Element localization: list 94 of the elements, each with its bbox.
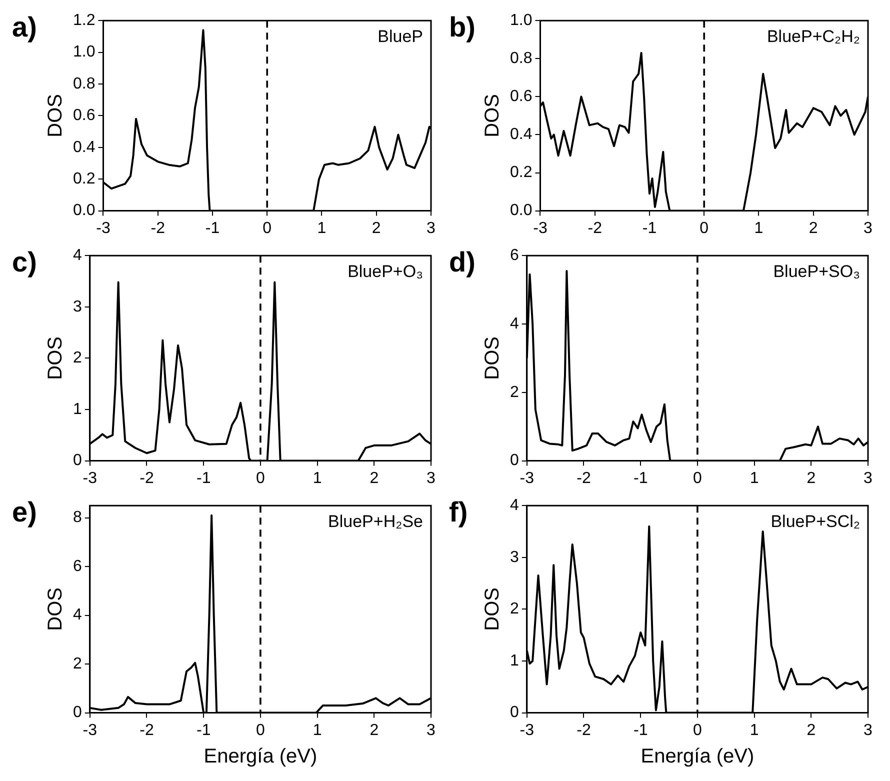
y-tick-label: 0.2 <box>72 170 96 188</box>
y-tick-label: 1.0 <box>72 44 96 61</box>
x-tick-label: 2 <box>806 470 816 487</box>
y-axis-title: DOS <box>44 588 67 631</box>
x-tick-label: -3 <box>96 220 110 237</box>
y-axis-title: DOS <box>44 336 67 380</box>
x-tick-label: 1 <box>754 220 764 237</box>
y-tick-label: 1.0 <box>510 12 532 30</box>
annotation: BlueP+H₂Se <box>328 512 423 531</box>
y-tick-label: 0 <box>510 452 519 470</box>
x-tick-label: 0 <box>692 470 702 487</box>
y-tick-label: 3 <box>510 548 519 566</box>
y-tick-label: 6 <box>510 247 519 264</box>
y-tick-label: 2 <box>510 600 519 618</box>
x-tick-label: -3 <box>82 470 98 487</box>
y-tick-label: 0.0 <box>72 202 96 220</box>
chart-title: d) <box>449 246 476 278</box>
x-tick-label: -1 <box>633 722 648 739</box>
x-tick-label: -1 <box>205 220 220 237</box>
x-tick-label: 0 <box>256 722 265 739</box>
x-tick-label: -2 <box>576 722 591 739</box>
y-tick-label: 0 <box>72 452 82 470</box>
y-tick-label: 0 <box>72 704 82 722</box>
y-tick-label: 0 <box>510 704 519 722</box>
y-tick-label: 0.0 <box>510 202 532 220</box>
x-tick-label: -2 <box>140 470 154 487</box>
y-tick-label: 2 <box>72 350 82 367</box>
x-tick-label: 3 <box>864 722 873 739</box>
x-tick-label: 3 <box>426 722 436 739</box>
y-tick-label: 0.6 <box>510 88 532 106</box>
y-tick-label: 1 <box>72 400 82 418</box>
y-tick-label: 1 <box>510 652 519 670</box>
annotation: BlueP+O₃ <box>348 262 423 281</box>
y-tick-label: 0.6 <box>72 107 96 124</box>
x-tick-label: 2 <box>370 722 379 739</box>
annotation: BlueP <box>378 26 423 46</box>
annotation: BlueP+SO₃ <box>773 262 860 281</box>
y-tick-label: 6 <box>72 558 82 575</box>
y-tick-label: 2 <box>510 384 519 401</box>
y-tick-label: 0.8 <box>72 75 96 92</box>
x-tick-label: 0 <box>700 220 709 237</box>
x-tick-label: -1 <box>642 220 657 237</box>
x-tick-label: 2 <box>806 722 816 739</box>
x-tick-label: -3 <box>520 470 534 487</box>
x-tick-label: -3 <box>520 722 534 739</box>
y-tick-label: 0.8 <box>510 50 532 68</box>
x-tick-label: 2 <box>808 220 818 237</box>
chart-title: f) <box>449 496 468 528</box>
chart-title: b) <box>449 11 476 42</box>
y-axis-title: DOS <box>482 94 504 138</box>
x-axis-title: Energía (eV) <box>640 746 754 768</box>
x-tick-label: 1 <box>312 722 322 739</box>
y-tick-label: 1.2 <box>72 12 96 30</box>
y-axis-title: DOS <box>482 336 504 380</box>
y-tick-label: 4 <box>72 606 82 624</box>
x-tick-label: -1 <box>196 470 211 487</box>
x-tick-label: -2 <box>150 220 166 237</box>
x-tick-label: 3 <box>426 220 436 237</box>
x-tick-label: -2 <box>140 722 154 739</box>
x-tick-label: -1 <box>196 722 211 739</box>
y-axis-title: DOS <box>482 588 504 631</box>
annotation: BlueP+C₂H₂ <box>766 26 860 46</box>
chart-title: e) <box>12 496 37 528</box>
y-tick-label: 0.4 <box>510 126 532 144</box>
x-tick-label: 3 <box>426 470 436 487</box>
x-tick-label: 2 <box>370 470 379 487</box>
y-tick-label: 4 <box>72 247 82 264</box>
y-tick-label: 0.2 <box>510 164 532 182</box>
y-tick-label: 2 <box>72 655 82 672</box>
chart-title: a) <box>12 11 37 42</box>
x-tick-label: 0 <box>256 470 265 487</box>
x-tick-label: -2 <box>588 220 602 237</box>
x-tick-label: 1 <box>312 470 322 487</box>
x-tick-label: -2 <box>576 470 591 487</box>
y-axis-title: DOS <box>44 94 67 138</box>
x-tick-label: 1 <box>750 470 759 487</box>
x-tick-label: 1 <box>750 722 759 739</box>
y-tick-label: 4 <box>510 497 519 514</box>
annotation: BlueP+SCl₂ <box>770 512 860 531</box>
x-tick-label: 0 <box>692 722 702 739</box>
x-tick-label: -1 <box>633 470 648 487</box>
x-tick-label: 3 <box>864 470 873 487</box>
x-tick-label: 2 <box>372 220 381 237</box>
x-axis-title: Energía (eV) <box>204 746 318 768</box>
x-tick-label: 0 <box>262 220 272 237</box>
x-tick-label: -3 <box>533 220 548 237</box>
x-tick-label: 3 <box>864 220 873 237</box>
x-tick-label: -3 <box>82 722 98 739</box>
y-tick-label: 8 <box>72 509 82 526</box>
x-tick-label: 1 <box>317 220 326 237</box>
y-tick-label: 3 <box>72 298 82 316</box>
y-tick-label: 4 <box>510 315 519 332</box>
y-tick-label: 0.4 <box>72 138 96 156</box>
chart-title: c) <box>12 246 37 278</box>
